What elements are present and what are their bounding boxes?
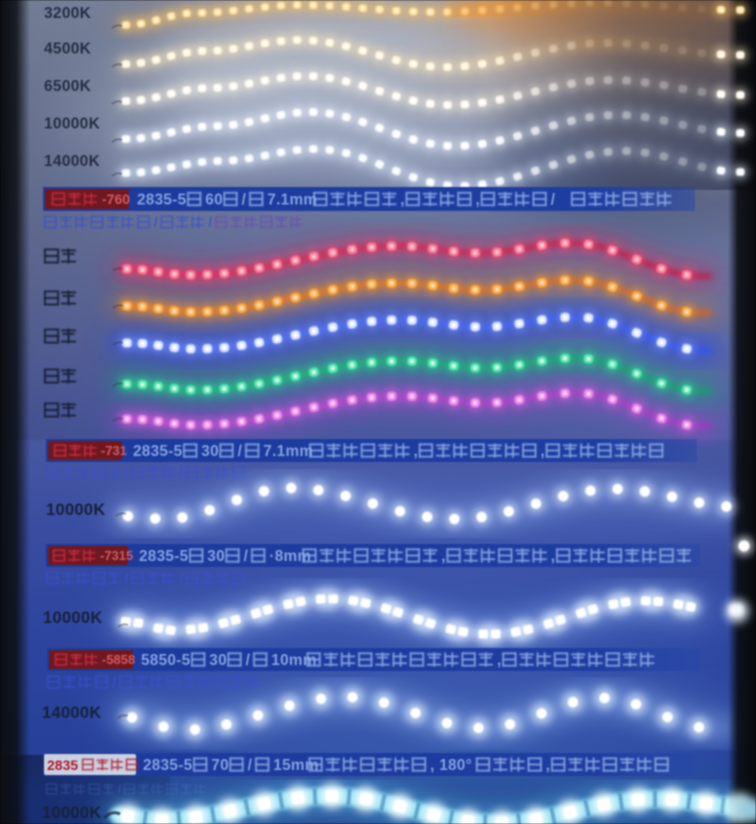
svg-text:/: / xyxy=(112,674,116,690)
svg-text:7.1mm: 7.1mm xyxy=(263,443,313,460)
svg-text:-5858: -5858 xyxy=(102,652,135,667)
svg-text:10000K: 10000K xyxy=(44,116,101,133)
svg-text:/: / xyxy=(238,443,243,460)
svg-text:/: / xyxy=(125,571,129,586)
svg-text:/: / xyxy=(118,782,122,796)
svg-text:,: , xyxy=(497,652,502,669)
svg-text:7.1mm: 7.1mm xyxy=(267,191,317,208)
svg-text:/: / xyxy=(551,191,556,208)
svg-text:6500K: 6500K xyxy=(44,78,92,95)
svg-text:,: , xyxy=(476,191,481,208)
svg-text:, 180°: , 180° xyxy=(430,757,472,774)
svg-text:·8mm: ·8mm xyxy=(269,548,311,565)
svg-text:/: / xyxy=(179,465,183,480)
svg-text:2835-5: 2835-5 xyxy=(143,757,193,774)
svg-text:15mm: 15mm xyxy=(273,757,318,774)
svg-text:10000K: 10000K xyxy=(42,804,102,822)
svg-text:,: , xyxy=(551,548,556,565)
svg-text:10000K: 10000K xyxy=(46,501,106,519)
svg-text:5850-5: 5850-5 xyxy=(141,652,191,669)
svg-text:2835-5: 2835-5 xyxy=(139,548,189,565)
svg-text:-7315: -7315 xyxy=(100,548,133,563)
svg-text:/: / xyxy=(244,548,249,565)
svg-text:,: , xyxy=(414,443,419,460)
svg-text:2835-5: 2835-5 xyxy=(133,443,183,460)
svg-text:30: 30 xyxy=(209,652,227,669)
svg-text:4500K: 4500K xyxy=(44,41,92,58)
svg-text:30: 30 xyxy=(207,548,225,565)
svg-text:/: / xyxy=(125,465,129,480)
svg-text:/: / xyxy=(179,571,183,586)
svg-text:14000K: 14000K xyxy=(42,704,102,722)
svg-text:,: , xyxy=(400,191,405,208)
svg-text:,: , xyxy=(441,548,446,565)
svg-text:/: / xyxy=(208,215,212,230)
svg-text:60: 60 xyxy=(205,191,223,208)
svg-text:70: 70 xyxy=(211,757,229,774)
svg-text:,: , xyxy=(546,757,551,774)
svg-text:10mm: 10mm xyxy=(271,652,316,669)
svg-text:/: / xyxy=(242,191,247,208)
svg-text:,: , xyxy=(540,443,545,460)
svg-text:/: / xyxy=(246,652,251,669)
svg-text:14000K: 14000K xyxy=(44,153,101,170)
svg-text:30: 30 xyxy=(201,443,219,460)
svg-text:2835-5: 2835-5 xyxy=(137,191,187,208)
svg-text:/: / xyxy=(248,757,253,774)
svg-text:-760: -760 xyxy=(102,191,130,207)
svg-text:/: / xyxy=(154,215,158,230)
svg-text:-731: -731 xyxy=(101,443,127,458)
svg-text:3200K: 3200K xyxy=(44,5,92,22)
svg-text:10000K: 10000K xyxy=(43,609,103,627)
svg-text:2835: 2835 xyxy=(47,757,78,773)
